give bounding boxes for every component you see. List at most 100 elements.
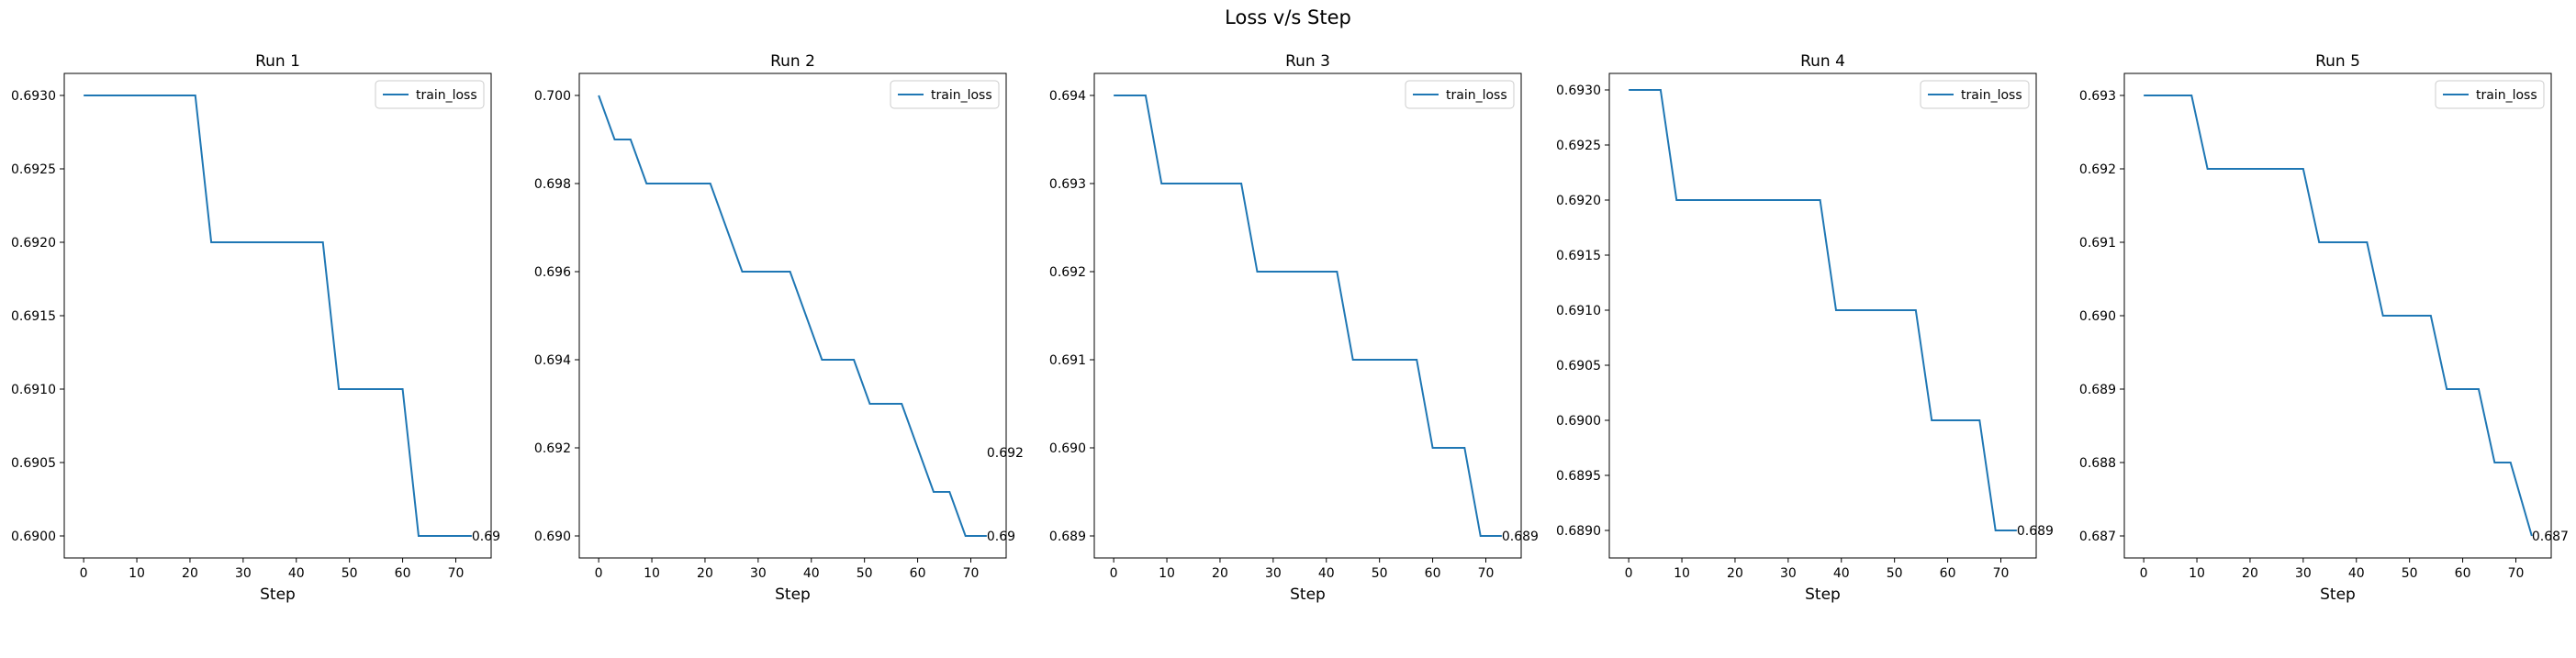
x-tick-label: 60 [395,566,411,581]
series-line-train_loss [598,95,987,537]
x-tick-label: 10 [1674,566,1690,581]
subplot-title: Run 4 [1800,52,1845,71]
y-tick-label: 0.6920 [1556,194,1601,208]
legend-box [1405,80,1515,109]
end-value-annotation: 0.692 [987,446,1024,461]
series-line-train_loss [1114,95,1502,537]
x-tick-label: 30 [2295,566,2312,581]
x-tick-label: 30 [235,566,252,581]
x-tick-label: 30 [750,566,767,581]
axes-frame [578,72,1007,559]
y-tick-label: 0.690 [534,530,571,544]
legend-label: train_loss [931,88,992,103]
x-tick-label: 40 [803,566,820,581]
legend-label: train_loss [2476,88,2537,103]
legend-box [890,80,1000,109]
x-axis-label: Step [260,586,296,604]
x-tick-label: 20 [182,566,198,581]
y-tick-label: 0.6900 [11,530,56,544]
x-tick-label: 50 [342,566,358,581]
y-tick-label: 0.691 [1049,353,1086,368]
x-tick-label: 50 [857,566,873,581]
x-tick-label: 10 [644,566,660,581]
subplot-run-4: Run 4 0 10 20 30 40 50 60 70 0.6890 0.6895 0.6900 0.… [1556,52,2054,604]
y-tick-label: 0.6930 [11,89,56,104]
y-tick-label: 0.6900 [1556,414,1601,429]
y-tick-label: 0.690 [1049,441,1086,456]
axes-frame [63,72,492,559]
end-value-annotation: 0.69 [987,530,1015,544]
x-tick-label: 60 [1425,566,1441,581]
x-tick-label: 20 [1212,566,1228,581]
y-tick-label: 0.690 [2079,309,2116,324]
x-tick-label: 10 [129,566,145,581]
legend-label: train_loss [416,88,477,103]
x-tick-label: 40 [1318,566,1335,581]
x-tick-label: 40 [2348,566,2365,581]
x-tick-label: 40 [288,566,305,581]
end-value-annotation: 0.689 [2017,524,2054,539]
y-tick-label: 0.6925 [1556,139,1601,153]
y-tick-label: 0.691 [2079,236,2116,251]
y-tick-label: 0.692 [534,441,571,456]
y-tick-label: 0.694 [534,353,571,368]
x-axis-label: Step [775,586,811,604]
y-tick-label: 0.6910 [11,383,56,397]
x-axis-label: Step [2320,586,2356,604]
x-tick-label: 0 [595,566,603,581]
series-line-train_loss [1629,89,2017,531]
x-tick-label: 70 [2508,566,2525,581]
x-tick-label: 0 [1110,566,1118,581]
x-tick-label: 0 [2140,566,2148,581]
subplot-title: Run 5 [2315,52,2360,71]
figure-title: Loss v/s Step [1225,6,1351,28]
x-tick-label: 30 [1780,566,1797,581]
axes-frame [1608,72,2037,559]
x-tick-label: 60 [2455,566,2471,581]
series-line-train_loss [2144,95,2533,537]
y-tick-label: 0.6905 [11,456,56,471]
y-tick-label: 0.700 [534,89,571,104]
x-tick-label: 50 [1372,566,1388,581]
y-tick-label: 0.688 [2079,456,2116,471]
y-tick-label: 0.6910 [1556,304,1601,318]
x-tick-label: 50 [2402,566,2418,581]
x-tick-label: 60 [910,566,926,581]
subplot-run-1: Run 1 0 10 20 30 40 50 60 70 0.6900 0.6905 0.6910 0.… [11,52,500,604]
x-tick-label: 70 [448,566,465,581]
series-line-train_loss [84,95,472,537]
x-tick-label: 40 [1833,566,1850,581]
subplot-title: Run 1 [255,52,300,71]
subplot-run-2: Run 2 0 10 20 30 40 50 60 70 0.690 0.692 0.694 0.696… [534,52,1024,604]
subplot-run-5: Run 5 0 10 20 30 40 50 60 70 0.687 0.688 0.689 0.690… [2079,52,2569,604]
y-tick-label: 0.693 [1049,177,1086,192]
legend-box [375,80,485,109]
y-tick-label: 0.6895 [1556,469,1601,484]
y-tick-label: 0.6930 [1556,84,1601,98]
x-tick-label: 10 [1159,566,1175,581]
x-tick-label: 70 [1993,566,2010,581]
y-tick-label: 0.692 [2079,162,2116,177]
subplot-title: Run 2 [770,52,815,71]
y-tick-label: 0.6925 [11,162,56,177]
x-tick-label: 0 [1625,566,1633,581]
end-value-annotation: 0.69 [472,530,500,544]
y-tick-label: 0.693 [2079,89,2116,104]
end-value-annotation: 0.687 [2532,530,2569,544]
y-tick-label: 0.696 [534,265,571,280]
legend-label: train_loss [1446,88,1507,103]
y-tick-label: 0.6915 [1556,249,1601,263]
y-tick-label: 0.698 [534,177,571,192]
y-tick-label: 0.6915 [11,309,56,324]
x-tick-label: 30 [1265,566,1282,581]
x-tick-label: 60 [1940,566,1956,581]
x-tick-label: 70 [1478,566,1495,581]
subplot-title: Run 3 [1285,52,1330,71]
axes-frame [2123,72,2552,559]
x-tick-label: 0 [80,566,88,581]
y-tick-label: 0.689 [1049,530,1086,544]
x-axis-label: Step [1290,586,1326,604]
legend-label: train_loss [1961,88,2022,103]
y-tick-label: 0.694 [1049,89,1086,104]
